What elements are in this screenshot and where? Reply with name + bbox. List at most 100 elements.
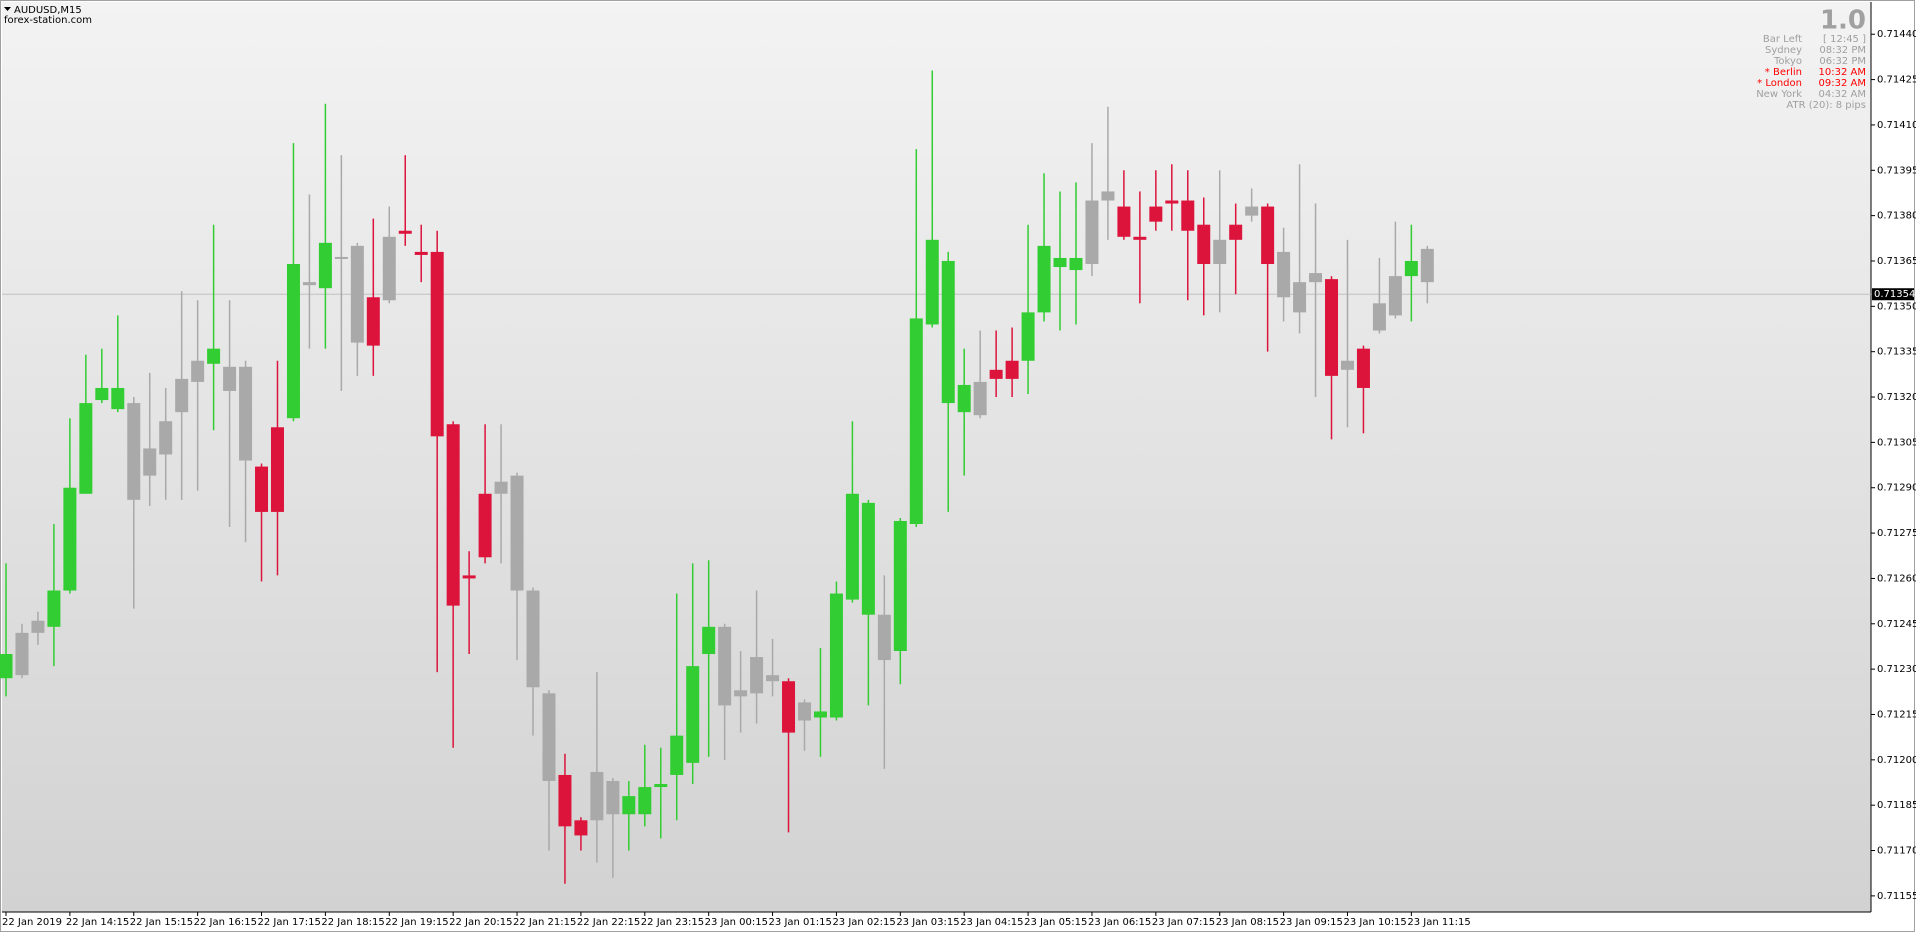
x-tick-label: 22 Jan 15:15 xyxy=(130,917,193,928)
candle-body xyxy=(606,780,620,815)
y-tick-label: 0.71200 xyxy=(1877,755,1916,766)
info-value: 04:32 AM xyxy=(1819,89,1866,100)
info-label: Tokyo xyxy=(1773,56,1802,67)
plot-background xyxy=(2,2,1871,912)
candle-body xyxy=(1069,257,1083,271)
y-tick-label: 0.71425 xyxy=(1877,75,1916,86)
x-tick-label: 22 Jan 18:15 xyxy=(321,917,384,928)
candle-body xyxy=(734,690,748,697)
y-tick-label: 0.71230 xyxy=(1877,664,1916,675)
candle-body xyxy=(1340,360,1354,370)
candle-body xyxy=(191,360,205,382)
candle-body xyxy=(941,260,955,404)
y-tick-label: 0.71290 xyxy=(1877,483,1916,494)
candle-body xyxy=(638,787,652,815)
candle-body xyxy=(1404,260,1418,277)
candle-body xyxy=(1356,348,1370,388)
y-tick-label: 0.71155 xyxy=(1877,891,1916,902)
x-tick-label: 23 Jan 07:15 xyxy=(1152,917,1215,928)
candle-body xyxy=(973,381,987,416)
info-label: Sydney xyxy=(1765,45,1802,56)
candle-body xyxy=(909,318,923,525)
candle-body xyxy=(63,487,77,591)
candle-body xyxy=(302,282,316,286)
x-tick-label: 23 Jan 00:15 xyxy=(705,917,768,928)
candle-body xyxy=(430,251,444,437)
candle-body xyxy=(1037,245,1051,313)
candle-body xyxy=(1101,191,1115,201)
x-tick-label: 23 Jan 11:15 xyxy=(1407,917,1470,928)
x-tick-label: 23 Jan 09:15 xyxy=(1280,917,1343,928)
candle-body xyxy=(1325,279,1339,376)
y-tick-label: 0.71440 xyxy=(1877,29,1916,40)
candle-body xyxy=(1181,200,1195,231)
candle-body xyxy=(1133,236,1147,240)
candle-body xyxy=(398,230,412,234)
candle-body xyxy=(1021,312,1035,361)
candle-body xyxy=(1277,251,1291,298)
candle-body xyxy=(766,675,780,682)
candle-body xyxy=(798,702,811,721)
candle-body xyxy=(1053,257,1067,268)
candle-body xyxy=(143,448,157,476)
candle-body xyxy=(111,387,125,410)
info-value: 10:32 AM xyxy=(1819,67,1866,78)
x-tick-label: 22 Jan 22:15 xyxy=(577,917,640,928)
candle-body xyxy=(670,735,684,775)
y-tick-label: 0.71185 xyxy=(1877,800,1916,811)
candle-body xyxy=(15,632,29,676)
candle-body xyxy=(622,796,636,815)
candle-body xyxy=(255,466,269,512)
candle-body xyxy=(845,493,859,600)
x-tick-label: 23 Jan 06:15 xyxy=(1088,917,1151,928)
x-tick-label: 23 Jan 08:15 xyxy=(1216,917,1279,928)
candle-body xyxy=(702,626,716,655)
info-value: [ 12:45 ] xyxy=(1823,34,1866,45)
x-tick-label: 22 Jan 19:15 xyxy=(385,917,448,928)
symbol-menu-arrow[interactable] xyxy=(4,7,11,11)
info-footer: ATR (20): 8 pips xyxy=(1786,100,1866,111)
candle-body xyxy=(686,666,700,763)
candle-body xyxy=(1197,224,1211,265)
info-value: 09:32 AM xyxy=(1819,78,1866,89)
candle-body xyxy=(893,520,907,651)
y-tick-label: 0.71380 xyxy=(1877,211,1916,222)
candle-body xyxy=(1372,303,1386,331)
chart-title: AUDUSD,M15 xyxy=(14,5,82,16)
candle-body xyxy=(989,369,1003,379)
candle-body xyxy=(47,590,61,627)
y-tick-label: 0.71260 xyxy=(1877,573,1916,584)
candle-body xyxy=(1005,360,1019,379)
candle-body xyxy=(1085,200,1099,265)
candle-body xyxy=(1229,224,1243,240)
x-tick-label: 23 Jan 01:15 xyxy=(769,917,832,928)
candle-body xyxy=(270,427,284,512)
candle-body xyxy=(1388,276,1402,316)
x-tick-label: 23 Jan 05:15 xyxy=(1024,917,1087,928)
candle-body xyxy=(782,681,796,733)
candle-body xyxy=(1213,239,1227,265)
info-version: 1.0 xyxy=(1820,6,1866,36)
x-tick-label: 22 Jan 2019 xyxy=(2,917,62,928)
info-label: Bar Left xyxy=(1763,34,1802,45)
candle-body xyxy=(957,384,971,413)
info-value: 08:32 PM xyxy=(1819,45,1866,56)
y-tick-label: 0.71365 xyxy=(1877,256,1916,267)
y-tick-label: 0.71245 xyxy=(1877,619,1916,630)
candle-body xyxy=(861,502,875,615)
y-tick-label: 0.71410 xyxy=(1877,120,1916,131)
candle-body xyxy=(1420,248,1434,283)
candle-body xyxy=(813,711,827,718)
candle-body xyxy=(79,403,93,494)
candle-body xyxy=(590,771,604,821)
candle-body xyxy=(334,256,348,259)
candle-body xyxy=(159,421,173,455)
candle-body xyxy=(239,366,253,461)
x-tick-label: 23 Jan 03:15 xyxy=(896,917,959,928)
candle-body xyxy=(350,245,364,343)
chart-subtitle: forex-station.com xyxy=(4,15,92,26)
candle-body xyxy=(1261,206,1275,265)
candle-body xyxy=(207,348,221,364)
